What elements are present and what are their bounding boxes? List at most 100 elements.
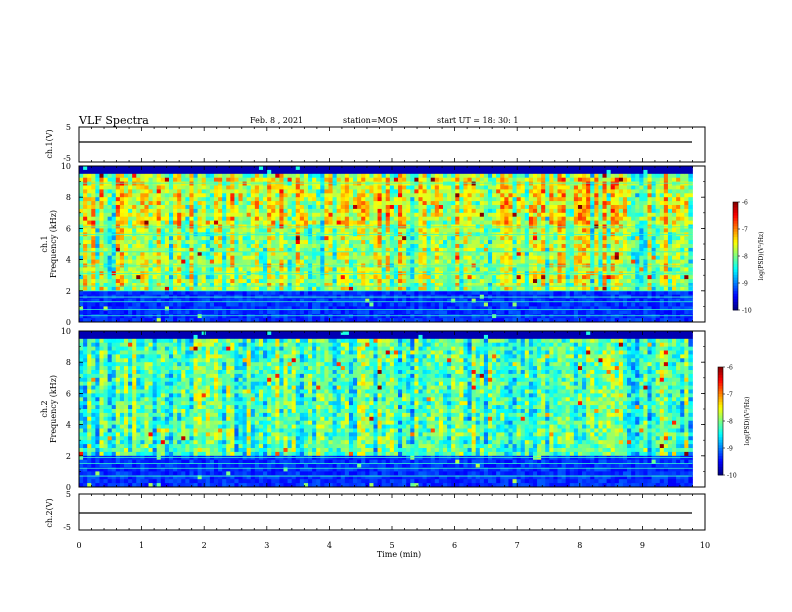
spectrogram-cell	[250, 228, 256, 233]
spectrogram-cell	[181, 236, 186, 241]
spectrogram-cell	[373, 169, 378, 175]
spectrogram-cell	[357, 173, 362, 179]
spectrogram-cell	[344, 205, 350, 210]
spectrogram-cell	[512, 275, 518, 280]
spectrogram-cell	[561, 314, 567, 319]
spectrogram-cell	[532, 173, 538, 179]
spectrogram-cell	[320, 290, 325, 296]
spectrogram-cell	[177, 247, 182, 253]
spectrogram-cell	[263, 247, 268, 253]
spectrogram-cell	[455, 298, 460, 303]
spectrogram-cell	[193, 306, 199, 311]
spectrogram-cell	[119, 279, 125, 284]
spectrogram-cell	[492, 251, 497, 257]
spectrogram-cell	[148, 228, 154, 233]
spectrogram-cell	[455, 193, 460, 198]
spectrogram-cell	[426, 302, 432, 307]
spectrogram-cell	[213, 173, 219, 179]
spectrogram-cell	[357, 247, 362, 253]
spectrogram-cell	[115, 177, 121, 182]
spectrogram-cell	[160, 189, 166, 194]
spectrogram-cell	[107, 185, 113, 190]
spectrogram-cell	[254, 220, 260, 225]
spectrogram-cell	[528, 177, 534, 182]
spectrogram-cell	[422, 298, 428, 303]
spectrogram-cell	[263, 166, 268, 171]
spectrogram-cell	[283, 181, 288, 186]
spectrogram-cell	[87, 259, 92, 264]
spectrogram-cell	[447, 212, 452, 218]
spectrogram-cell	[385, 208, 391, 214]
spectrogram-cell	[410, 314, 415, 319]
spectrogram-cell	[344, 298, 350, 303]
spectrogram-cell	[267, 306, 272, 311]
spectrogram-cell	[414, 216, 419, 221]
spectrogram-cell	[103, 244, 109, 249]
spectrogram-cell	[246, 220, 252, 225]
spectrogram-cell	[483, 189, 489, 194]
spectrogram-cell	[324, 247, 329, 253]
spectrogram-cell	[111, 259, 117, 264]
spectrogram-cell	[242, 201, 248, 206]
spectrogram-cell	[500, 314, 505, 319]
spectrogram-cell	[393, 205, 399, 210]
spectrogram-cell	[115, 208, 121, 214]
spectrogram-cell	[443, 290, 448, 296]
spectrogram-cell	[377, 240, 383, 245]
spectrogram-cell	[467, 247, 473, 253]
spectrogram-cell	[537, 283, 542, 288]
spectrogram-cell	[279, 169, 284, 175]
spectrogram-cell	[303, 189, 309, 194]
spectrogram-cell	[500, 201, 505, 206]
spectrogram-cell	[287, 290, 293, 296]
spectrogram-cell	[434, 247, 440, 253]
spectrogram-cell	[246, 228, 252, 233]
spectrogram-cell	[197, 193, 203, 198]
spectrogram-cell	[463, 240, 468, 245]
spectrogram-cell	[250, 185, 256, 190]
spectrogram-cell	[402, 216, 407, 221]
spectrogram-cell	[434, 189, 440, 194]
spectrogram-cell	[279, 208, 284, 214]
spectrogram-cell	[398, 185, 403, 190]
spectrogram-cell	[492, 205, 497, 210]
spectrogram-cell	[573, 220, 579, 225]
spectrogram-cell	[156, 189, 162, 194]
spectrogram-cell	[254, 189, 260, 194]
spectrogram-cell	[295, 236, 301, 241]
spectrogram-cell	[369, 255, 374, 260]
spectrogram-cell	[565, 236, 571, 241]
spectrogram-cell	[504, 247, 509, 253]
spectrogram-cell	[83, 220, 88, 225]
spectrogram-cell	[532, 189, 538, 194]
spectrogram-cell	[340, 286, 346, 292]
spectrogram-cell	[557, 267, 562, 272]
spectrogram-cell	[316, 244, 321, 249]
spectrogram-cell	[365, 181, 370, 186]
spectrogram-cell	[119, 286, 125, 292]
spectrogram-cell	[205, 279, 211, 284]
spectrogram-cell	[87, 173, 92, 179]
spectrogram-cell	[483, 166, 489, 171]
spectrogram-cell	[479, 255, 485, 260]
spectrogram-cell	[320, 314, 325, 319]
spectrogram-cell	[193, 177, 199, 182]
spectrogram-cell	[573, 228, 579, 233]
spectrogram-cell	[385, 197, 391, 202]
spectrogram-cell	[136, 197, 141, 202]
spectrogram-cell	[308, 173, 313, 179]
spectrogram-cell	[168, 228, 174, 233]
spectrogram-cell	[328, 193, 333, 198]
spectrogram-cell	[389, 298, 395, 303]
spectrogram-cell	[471, 193, 477, 198]
spectrogram-cell	[557, 236, 562, 241]
spectrogram-cell	[467, 169, 473, 175]
spectrogram-cell	[218, 267, 223, 272]
spectrogram-cell	[373, 290, 378, 296]
spectrogram-cell	[410, 244, 415, 249]
spectrogram-cell	[512, 279, 518, 284]
spectrogram-cell	[242, 197, 248, 202]
spectrogram-cell	[418, 201, 423, 206]
spectrogram-cell	[377, 279, 383, 284]
spectrogram-cell	[332, 228, 338, 233]
